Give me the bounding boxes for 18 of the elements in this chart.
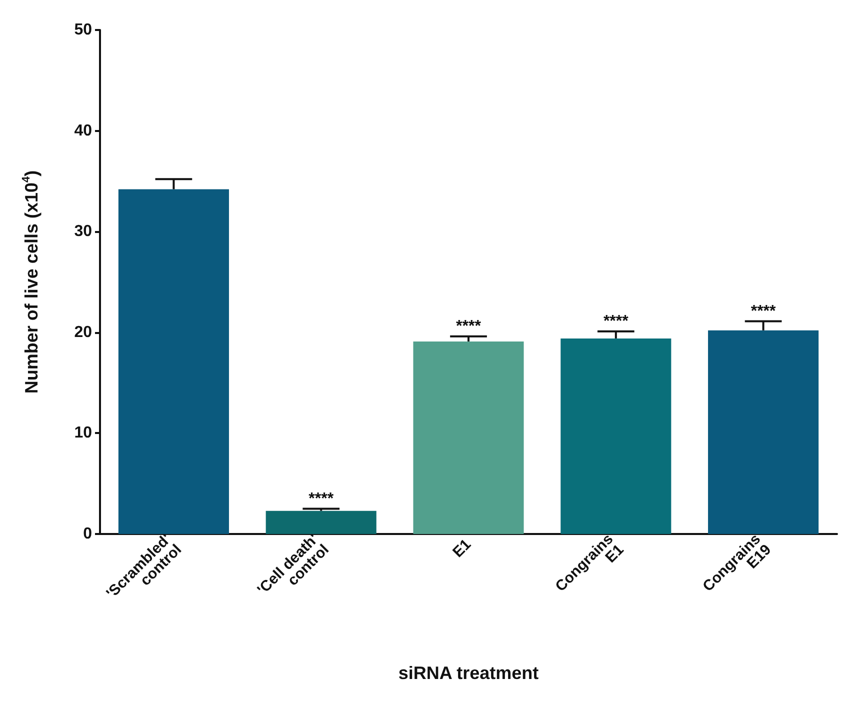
annotation: **** <box>603 312 630 330</box>
bar <box>266 510 376 534</box>
y-tick-label: 0 <box>83 526 92 542</box>
x-axis-title: siRNA treatment <box>398 663 539 683</box>
bar <box>560 338 672 534</box>
y-tick-label: 50 <box>74 22 92 38</box>
annotation: **** <box>750 302 777 320</box>
y-tick-label: 40 <box>74 122 92 140</box>
y-tick-label: 30 <box>74 223 92 240</box>
bar <box>118 189 229 534</box>
bar <box>413 341 524 534</box>
bar <box>708 330 819 534</box>
x-tick-label: E1 <box>450 536 475 561</box>
annotation: **** <box>456 318 482 335</box>
annotation: **** <box>308 490 334 508</box>
y-tick-label: 10 <box>74 424 92 442</box>
y-tick-label: 20 <box>74 324 92 341</box>
y-axis-title: Number of live cells (x104) <box>20 170 42 394</box>
